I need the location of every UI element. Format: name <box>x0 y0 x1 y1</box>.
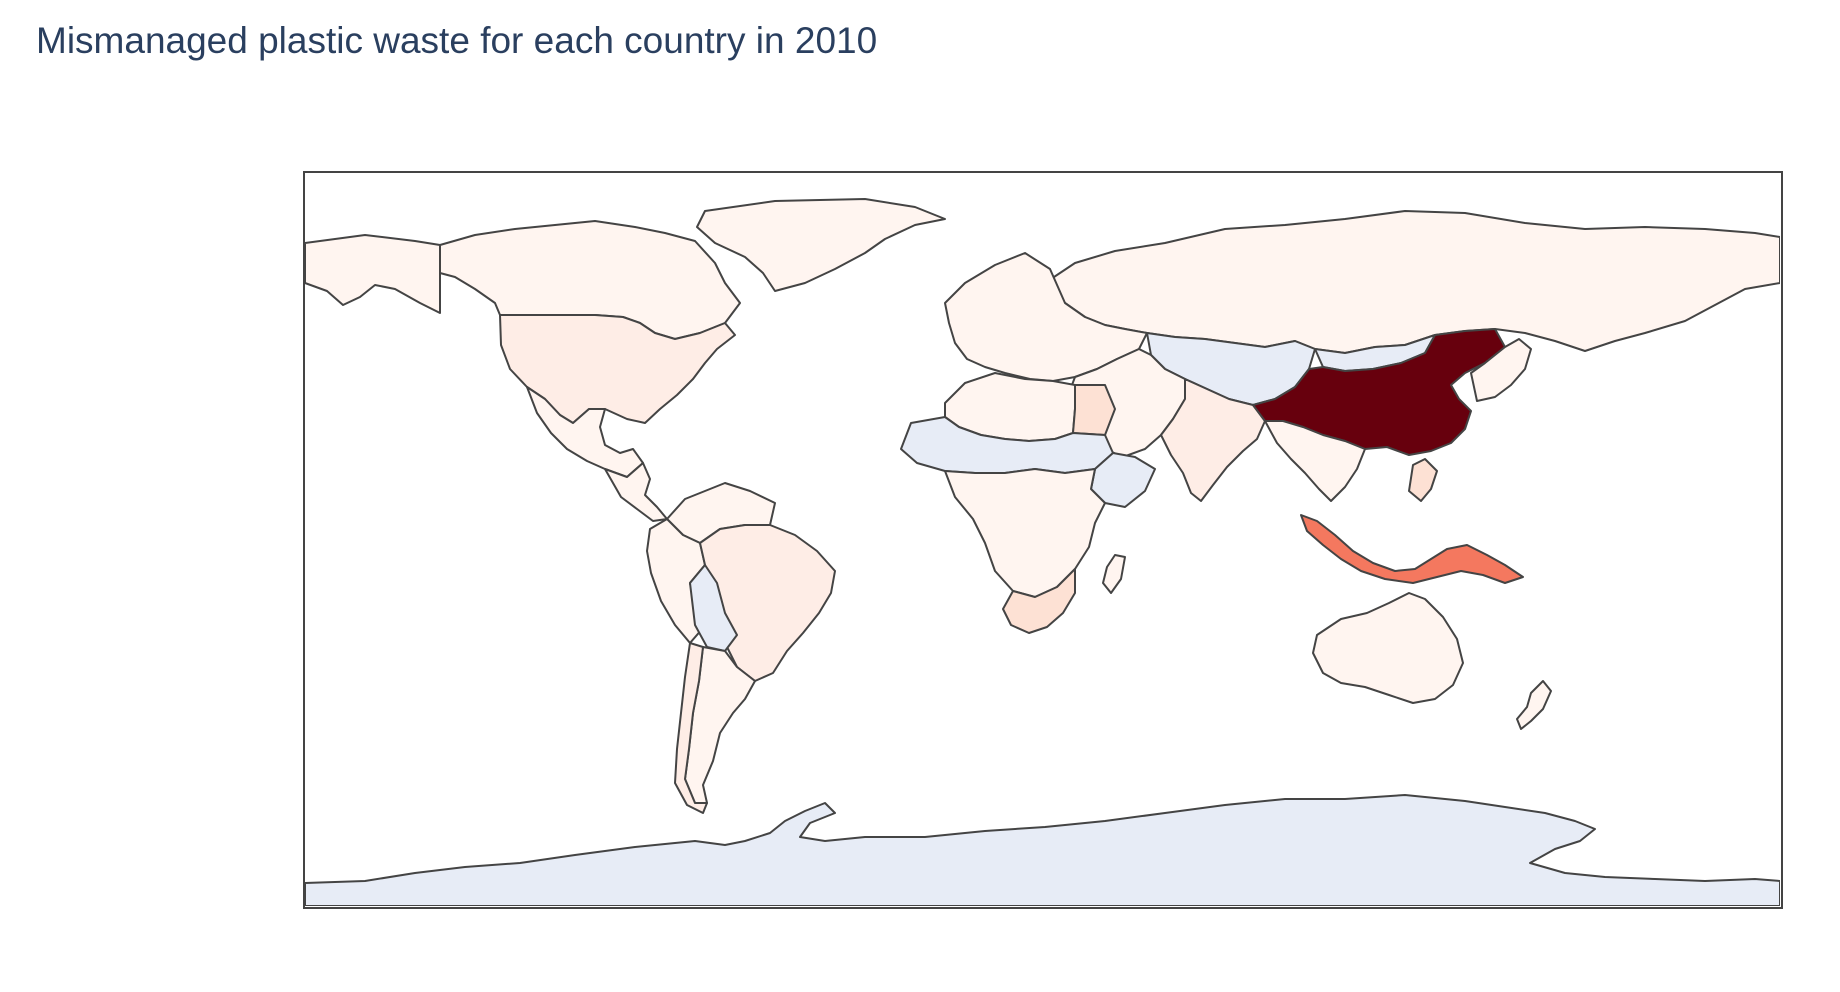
country-australia[interactable] <box>1312 592 1464 704</box>
country-central-africa[interactable] <box>944 468 1106 598</box>
country-india[interactable] <box>1160 378 1266 502</box>
country-japan[interactable] <box>1470 338 1532 402</box>
country-central-america[interactable] <box>604 462 668 522</box>
country-southeast-asia[interactable] <box>1264 420 1366 502</box>
chart-title: Mismanaged plastic waste for each countr… <box>36 20 878 61</box>
country-alaska[interactable] <box>305 234 441 314</box>
country-egypt[interactable] <box>1072 384 1116 436</box>
country-new-zealand[interactable] <box>1516 680 1552 730</box>
country-indonesia[interactable] <box>1300 514 1524 584</box>
map-frame[interactable] <box>303 171 1783 909</box>
country-antarctica[interactable] <box>305 794 1780 906</box>
country-russia[interactable] <box>1044 210 1780 354</box>
country-bolivia[interactable] <box>689 564 738 652</box>
country-mexico[interactable] <box>526 386 644 478</box>
country-philippines[interactable] <box>1408 458 1438 502</box>
country-chile[interactable] <box>674 642 708 814</box>
country-madagascar[interactable] <box>1102 554 1126 594</box>
country-south-africa[interactable] <box>1002 568 1076 634</box>
country-greenland[interactable] <box>696 198 946 292</box>
world-map[interactable] <box>305 173 1780 906</box>
